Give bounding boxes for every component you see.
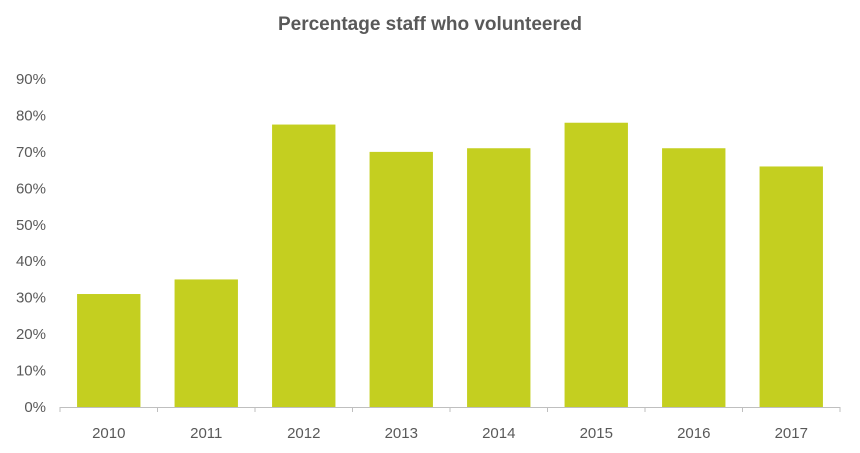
x-tick-label: 2011 bbox=[190, 425, 222, 442]
x-tick-label: 2016 bbox=[677, 425, 710, 442]
x-tick-label: 2010 bbox=[92, 425, 125, 442]
y-tick-label: 70% bbox=[16, 144, 46, 161]
bar-2011 bbox=[174, 279, 238, 407]
bar-2012 bbox=[272, 124, 336, 408]
bar-2013 bbox=[369, 151, 433, 407]
bar-2016 bbox=[662, 148, 726, 407]
x-tick-label: 2015 bbox=[580, 425, 613, 442]
y-tick-label: 0% bbox=[24, 399, 46, 416]
y-tick-label: 20% bbox=[16, 326, 46, 343]
y-tick-label: 40% bbox=[16, 253, 46, 270]
y-tick-label: 60% bbox=[16, 180, 46, 197]
bar-2015 bbox=[564, 122, 628, 407]
bar-2010 bbox=[77, 294, 141, 407]
y-tick-label: 80% bbox=[16, 107, 46, 124]
bar-2014 bbox=[467, 148, 531, 407]
y-tick-label: 10% bbox=[16, 363, 46, 380]
y-tick-label: 30% bbox=[16, 290, 46, 307]
x-tick-label: 2017 bbox=[775, 425, 808, 442]
chart-title: Percentage staff who volunteered bbox=[277, 14, 583, 35]
y-tick-label: 50% bbox=[16, 217, 46, 234]
x-tick-label: 2013 bbox=[385, 425, 418, 442]
bar-2017 bbox=[759, 166, 823, 407]
x-tick-label: 2012 bbox=[287, 425, 320, 442]
y-tick-label: 90% bbox=[16, 71, 46, 88]
x-tick-label: 2014 bbox=[482, 425, 515, 442]
